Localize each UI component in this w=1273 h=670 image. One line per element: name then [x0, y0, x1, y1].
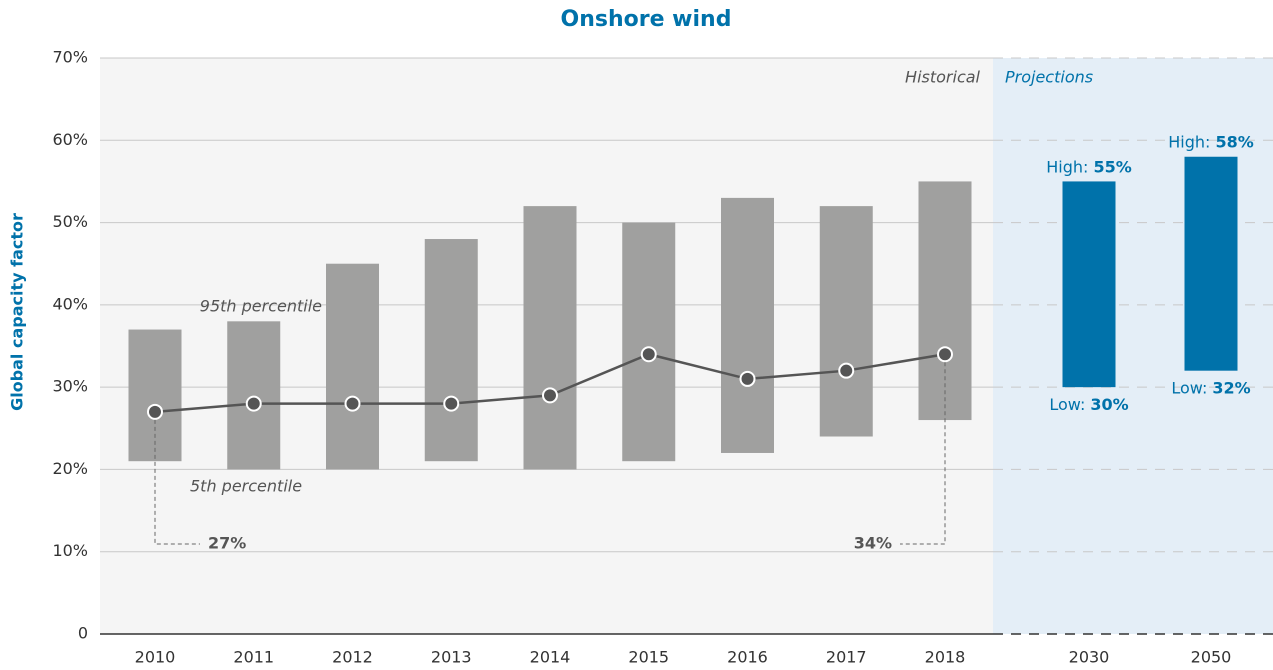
high-prefix: High: [1046, 157, 1088, 176]
y-tick-label: 20% [52, 459, 88, 478]
average-value-label: 27% [208, 534, 246, 553]
high-prefix: High: [1168, 132, 1210, 151]
x-tick-label: 2030 [1069, 648, 1110, 667]
average-point [640, 346, 657, 363]
chart-title: Onshore wind [561, 7, 732, 32]
average-point [245, 395, 262, 412]
range-bar [128, 329, 182, 462]
average-point [838, 362, 855, 379]
average-point [739, 370, 756, 387]
x-tick-label: 2013 [431, 648, 472, 667]
x-tick-label: 2016 [727, 648, 768, 667]
x-tick-label: 2050 [1191, 648, 1232, 667]
low-value-label: 30% [1090, 395, 1128, 414]
x-tick-label: 2018 [925, 648, 966, 667]
range-bar [523, 206, 577, 470]
average-point [344, 395, 361, 412]
high-value-label: 55% [1093, 157, 1131, 176]
range-bar [622, 222, 676, 462]
high-percentile-label: 95th percentile [200, 297, 322, 316]
high-value-label: 58% [1215, 132, 1253, 151]
range-bar [424, 239, 478, 462]
x-tick-label: 2014 [530, 648, 571, 667]
low-value-label: 32% [1212, 378, 1250, 397]
low-percentile-label: 5th percentile [190, 477, 302, 496]
average-point [147, 403, 163, 420]
average-point [542, 387, 558, 404]
projections-label: Projections [1005, 68, 1093, 87]
y-tick-label: 60% [52, 130, 88, 149]
x-tick-label: 2011 [233, 648, 274, 667]
historical-label: Historical [905, 68, 981, 87]
average-value-label: 34% [854, 534, 892, 553]
x-tick-label: 2012 [332, 648, 373, 667]
y-tick-label: 0 [78, 624, 88, 643]
x-tick-label: 2010 [135, 648, 176, 667]
average-point [443, 395, 460, 412]
low-label: Low: 30% [1049, 395, 1128, 414]
x-tick-label: 2015 [628, 648, 669, 667]
y-tick-label: 70% [52, 48, 88, 67]
y-axis-label: Global capacity factor [8, 213, 27, 411]
range-bar [819, 206, 873, 437]
low-prefix: Low: [1049, 395, 1085, 414]
x-tick-label: 2017 [826, 648, 867, 667]
range-bar [918, 181, 972, 421]
callout-line [900, 362, 946, 545]
range-bar [326, 263, 379, 470]
callout-line [154, 419, 200, 545]
y-tick-label: 50% [52, 212, 88, 231]
low-prefix: Low: [1171, 378, 1207, 397]
range-bar [721, 197, 774, 453]
y-tick-label: 10% [52, 541, 88, 560]
range-bar [227, 321, 281, 470]
projection-bar [1062, 181, 1116, 388]
projection-bar [1184, 156, 1238, 371]
high-label: High: 58% [1168, 132, 1253, 151]
high-label: High: 55% [1046, 157, 1131, 176]
y-tick-label: 30% [52, 377, 88, 396]
y-tick-label: 40% [52, 294, 88, 313]
average-point [937, 346, 953, 363]
low-label: Low: 32% [1171, 378, 1250, 397]
